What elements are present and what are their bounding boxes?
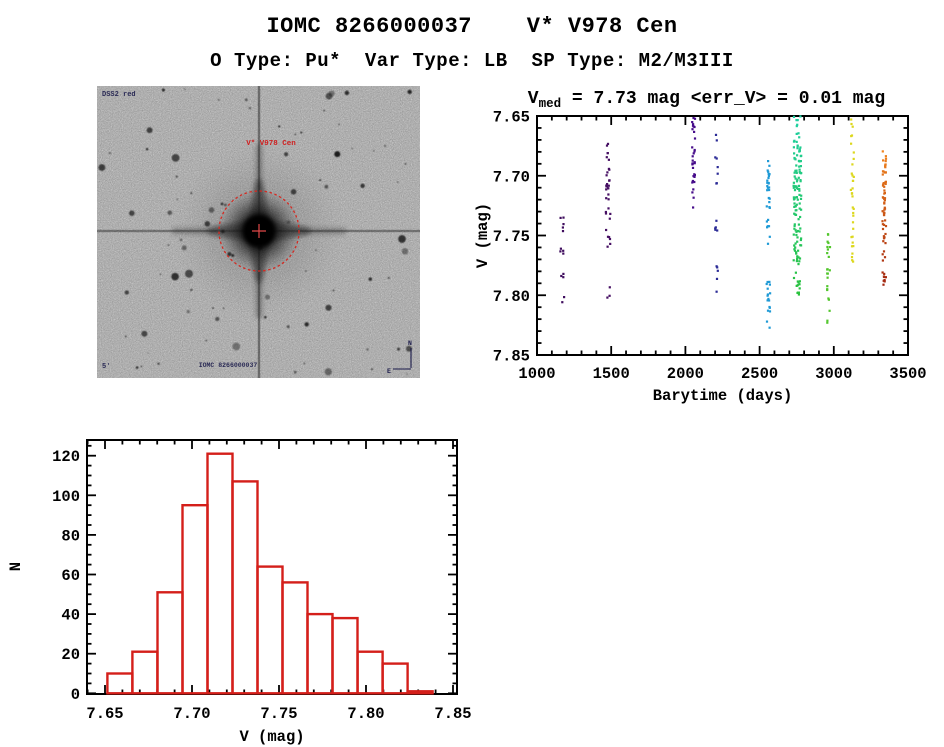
y-tick-label: 100 <box>52 488 80 506</box>
scatter-ticks <box>536 115 909 356</box>
histogram-plot: 7.65 7.70 7.75 7.80 7.85 0 20 40 60 80 100 120 V (ma… <box>7 439 472 746</box>
page-title: IOMC 8266000037 V* V978 Cen <box>266 14 678 39</box>
scatter-axes <box>536 115 909 356</box>
source-id-label: IOMC 8266000037 <box>199 362 258 369</box>
compass-east-label: E <box>387 368 391 375</box>
x-tick-label: 2500 <box>741 365 778 383</box>
y-tick-label: 60 <box>61 567 80 585</box>
y-tick-label: 0 <box>71 686 80 704</box>
y-tick-label: 120 <box>52 448 80 466</box>
hist-tick-labels: 7.65 7.70 7.75 7.80 7.85 0 20 40 60 80 100 120 <box>52 448 472 723</box>
y-tick-label: 7.80 <box>493 288 530 306</box>
y-tick-label: 7.75 <box>493 228 530 246</box>
scatter-xlabel: Barytime (days) <box>653 387 793 405</box>
scatter-tick-labels: 1000 1500 2000 2500 3000 3500 7.65 7.70 7.75 7.80… <box>493 109 927 384</box>
x-tick-label: 2000 <box>667 365 704 383</box>
target-annotations: V* V978 Cen <box>218 140 300 272</box>
finder-chart-image: V* V978 Cen DSS2 red IOMC 8266000037 5' … <box>97 86 420 378</box>
axes-frame <box>536 115 909 356</box>
scatter-ylabel: V (mag) <box>474 203 492 268</box>
y-tick-label: 7.85 <box>493 348 530 366</box>
hist-bar <box>381 662 409 695</box>
y-tick-label: 80 <box>61 527 80 545</box>
hist-bar <box>256 565 284 695</box>
survey-label: DSS2 red <box>102 91 136 99</box>
hist-bar <box>331 616 359 695</box>
hist-bar <box>106 672 134 695</box>
hist-bars <box>106 452 434 695</box>
hist-bar <box>356 650 384 695</box>
page-subtitle: O Type: Pu* Var Type: LB SP Type: M2/M3I… <box>210 50 734 72</box>
y-tick-label: 7.65 <box>493 109 530 127</box>
finder-chart: V* V978 Cen DSS2 red IOMC 8266000037 5' … <box>97 86 420 378</box>
hist-bar <box>156 591 184 695</box>
hist-bar <box>306 612 334 695</box>
target-circle <box>218 190 300 272</box>
x-tick-label: 3000 <box>815 365 852 383</box>
scatter-points <box>559 115 888 329</box>
x-tick-label: 1000 <box>518 365 555 383</box>
hist-bar <box>181 503 209 695</box>
target-crosshair-icon <box>252 224 266 238</box>
hist-ticks <box>86 440 457 695</box>
hist-bar <box>406 690 434 695</box>
y-tick-label: 7.70 <box>493 168 530 186</box>
scale-label: 5' <box>102 363 110 371</box>
x-tick-label: 3500 <box>889 365 926 383</box>
hist-bar <box>131 650 159 695</box>
scatter-title: Vmed = 7.73 mag <err_V> = 0.01 mag <box>528 89 885 111</box>
y-tick-label: 40 <box>61 607 80 625</box>
x-tick-label: 7.85 <box>434 705 471 723</box>
x-tick-label: 7.80 <box>347 705 384 723</box>
hist-bar <box>206 452 234 695</box>
y-tick-label: 20 <box>61 646 80 664</box>
x-tick-label: 7.65 <box>86 705 123 723</box>
hist-xlabel: V (mag) <box>239 728 304 746</box>
hist-bar <box>281 581 309 695</box>
target-name-label: V* V978 Cen <box>246 140 296 148</box>
chart-metadata-labels: DSS2 red IOMC 8266000037 5' N E <box>102 91 412 375</box>
compass-north-label: N <box>408 340 412 347</box>
x-tick-label: 7.70 <box>173 705 210 723</box>
hist-ylabel: N <box>7 562 25 571</box>
x-tick-label: 7.75 <box>260 705 297 723</box>
compass-icon: N E <box>387 340 412 375</box>
x-tick-label: 1500 <box>593 365 630 383</box>
lightcurve-plot: 1000 1500 2000 2500 3000 3500 7.65 7.70 7.75 7.80… <box>474 89 927 405</box>
hist-bar <box>231 480 259 695</box>
